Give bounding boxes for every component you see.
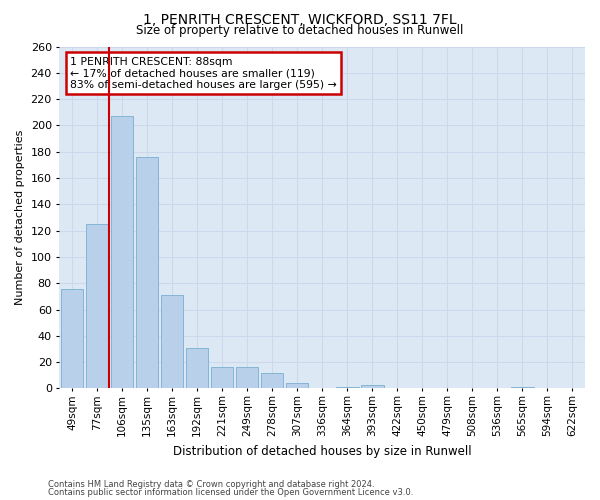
- Y-axis label: Number of detached properties: Number of detached properties: [15, 130, 25, 305]
- Bar: [111, 116, 133, 388]
- Bar: [336, 387, 359, 388]
- Bar: [261, 372, 283, 388]
- Bar: [211, 368, 233, 388]
- Bar: [236, 368, 259, 388]
- Bar: [186, 348, 208, 389]
- Bar: [161, 295, 184, 388]
- Bar: [361, 384, 383, 388]
- Text: Size of property relative to detached houses in Runwell: Size of property relative to detached ho…: [136, 24, 464, 37]
- X-axis label: Distribution of detached houses by size in Runwell: Distribution of detached houses by size …: [173, 444, 472, 458]
- Text: Contains HM Land Registry data © Crown copyright and database right 2024.: Contains HM Land Registry data © Crown c…: [48, 480, 374, 489]
- Text: 1, PENRITH CRESCENT, WICKFORD, SS11 7FL: 1, PENRITH CRESCENT, WICKFORD, SS11 7FL: [143, 12, 457, 26]
- Text: 1 PENRITH CRESCENT: 88sqm
← 17% of detached houses are smaller (119)
83% of semi: 1 PENRITH CRESCENT: 88sqm ← 17% of detac…: [70, 57, 337, 90]
- Bar: [136, 157, 158, 388]
- Text: Contains public sector information licensed under the Open Government Licence v3: Contains public sector information licen…: [48, 488, 413, 497]
- Bar: [86, 224, 108, 388]
- Bar: [61, 288, 83, 388]
- Bar: [511, 387, 533, 388]
- Bar: [286, 383, 308, 388]
